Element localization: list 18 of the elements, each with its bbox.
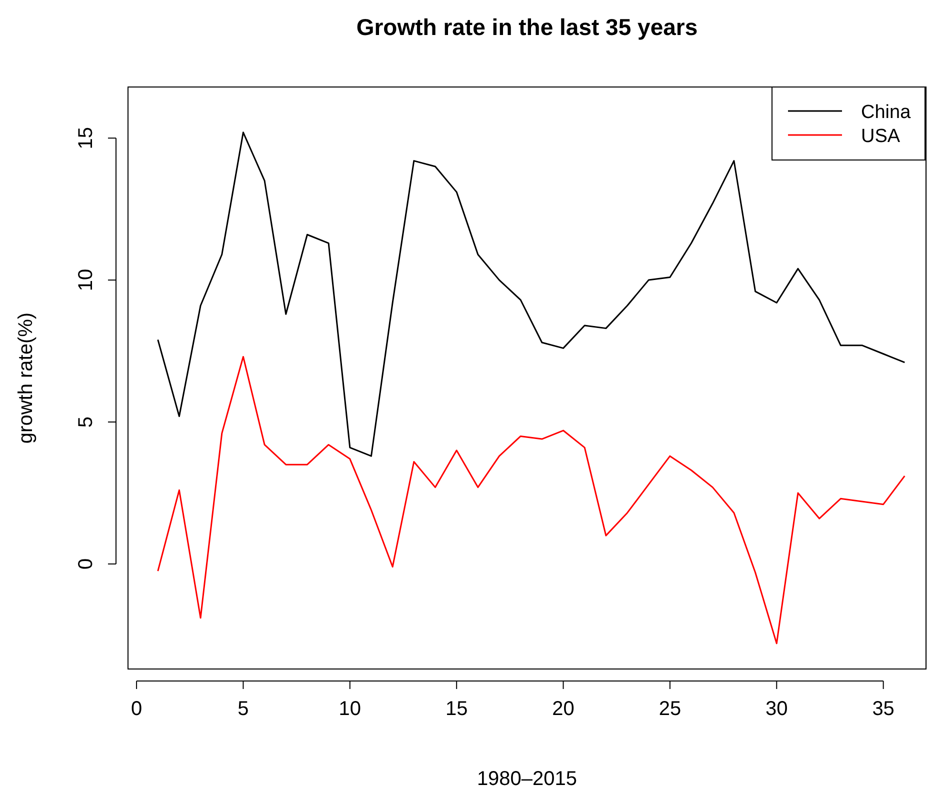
x-tick-label: 0 bbox=[130, 698, 142, 720]
y-tick-label: 0 bbox=[75, 558, 97, 570]
y-tick-label: 5 bbox=[75, 416, 97, 428]
x-tick-label: 35 bbox=[872, 698, 894, 720]
x-axis-title: 1980–2015 bbox=[476, 768, 578, 790]
x-tick-label: 5 bbox=[238, 698, 249, 720]
x-tick-label: 20 bbox=[552, 698, 574, 720]
legend-label: USA bbox=[861, 126, 900, 147]
x-tick-label: 10 bbox=[338, 698, 362, 720]
x-tick-label: 30 bbox=[766, 698, 788, 720]
line-series bbox=[157, 356, 906, 644]
y-axis-title: growth rate(%) bbox=[15, 312, 37, 444]
x-tick-label: 15 bbox=[445, 698, 468, 720]
y-tick-label: 15 bbox=[75, 126, 97, 150]
chart-title: Growth rate in the last 35 years bbox=[356, 14, 698, 40]
x-tick-label: 25 bbox=[658, 698, 682, 720]
y-tick-label: 10 bbox=[75, 268, 97, 292]
legend-label: China bbox=[861, 102, 912, 123]
